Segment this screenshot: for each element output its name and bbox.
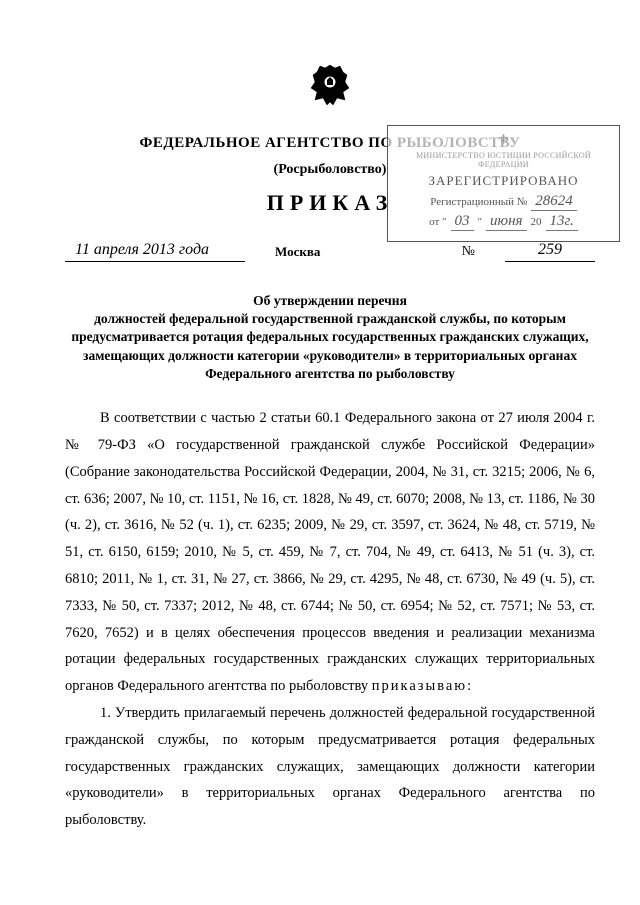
state-emblem [65, 60, 595, 120]
document-body: В соответствии с частью 2 статьи 60.1 Фе… [65, 405, 595, 834]
stamp-year: 13г. [546, 213, 578, 231]
stamp-month: июня [486, 213, 527, 231]
eagle-emblem-icon [305, 60, 355, 115]
number-label: № [462, 244, 475, 262]
registration-stamp: ⚜ МИНИСТЕРСТВО ЮСТИЦИИ РОССИЙСКОЙ ФЕДЕРА… [387, 125, 620, 242]
order-city: Москва [275, 244, 320, 262]
stamp-emblem-icon: ⚜ [396, 132, 611, 149]
title-line-1: Об утверждении перечня [65, 292, 595, 310]
stamp-reg-label: Регистрационный № [430, 196, 527, 208]
stamp-date-line: от " 03 " июня 2013г. [396, 213, 611, 231]
stamp-registered-label: ЗАРЕГИСТРИРОВАНО [396, 173, 611, 189]
stamp-ministry: МИНИСТЕРСТВО ЮСТИЦИИ РОССИЙСКОЙ ФЕДЕРАЦИ… [396, 151, 611, 169]
stamp-year-prefix: 20 [531, 216, 542, 228]
document-page: ФЕДЕРАЛЬНОЕ АГЕНТСТВО ПО РЫБОЛОВСТВУ (Ро… [0, 0, 640, 864]
title-line-2: должностей федеральной государственной г… [65, 310, 595, 383]
order-number: 259 [505, 241, 595, 262]
stamp-reg-number-line: Регистрационный № 28624 [396, 193, 611, 211]
stamp-from-label: от " [429, 216, 446, 228]
p1-text: В соответствии с частью 2 статьи 60.1 Фе… [65, 410, 595, 694]
date-number-row: 11 апреля 2013 года Москва № 259 [65, 241, 595, 262]
order-verb: приказываю: [372, 678, 473, 694]
document-title: Об утверждении перечня должностей федера… [65, 292, 595, 383]
stamp-day: 03 [451, 213, 474, 231]
paragraph-1: В соответствии с частью 2 статьи 60.1 Фе… [65, 405, 595, 700]
order-date: 11 апреля 2013 года [65, 241, 245, 262]
paragraph-2: 1. Утвердить прилагаемый перечень должно… [65, 700, 595, 834]
stamp-reg-number: 28624 [531, 193, 577, 211]
